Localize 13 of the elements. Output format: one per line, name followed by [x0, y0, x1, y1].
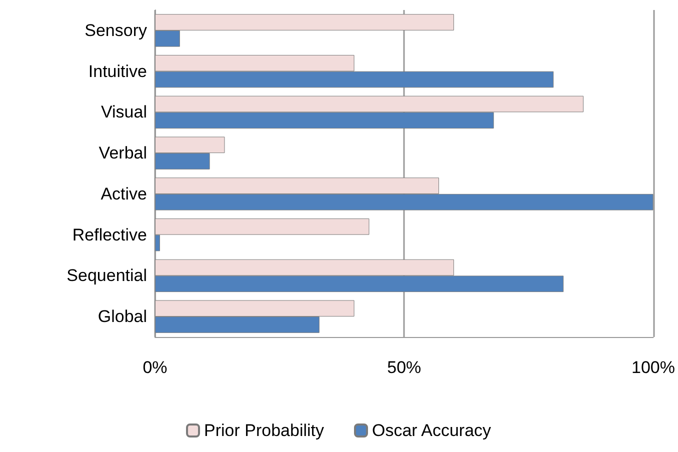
legend-label: Prior Probability: [204, 421, 325, 440]
y-tick-label: Verbal: [98, 144, 147, 163]
x-tick-label: 100%: [632, 358, 676, 377]
y-tick-label: Intuitive: [88, 62, 147, 81]
y-tick-label: Global: [98, 307, 147, 326]
y-tick-label: Active: [100, 184, 147, 204]
y-tick-label: Visual: [101, 102, 147, 122]
legend-label: Oscar Accuracy: [372, 421, 492, 440]
y-tick-label: Sensory: [84, 20, 148, 40]
y-tick-label: Sequential: [66, 266, 147, 286]
x-tick-label: 0%: [142, 358, 168, 377]
x-tick-label: 50%: [387, 358, 422, 377]
y-tick-label: Reflective: [72, 225, 147, 244]
